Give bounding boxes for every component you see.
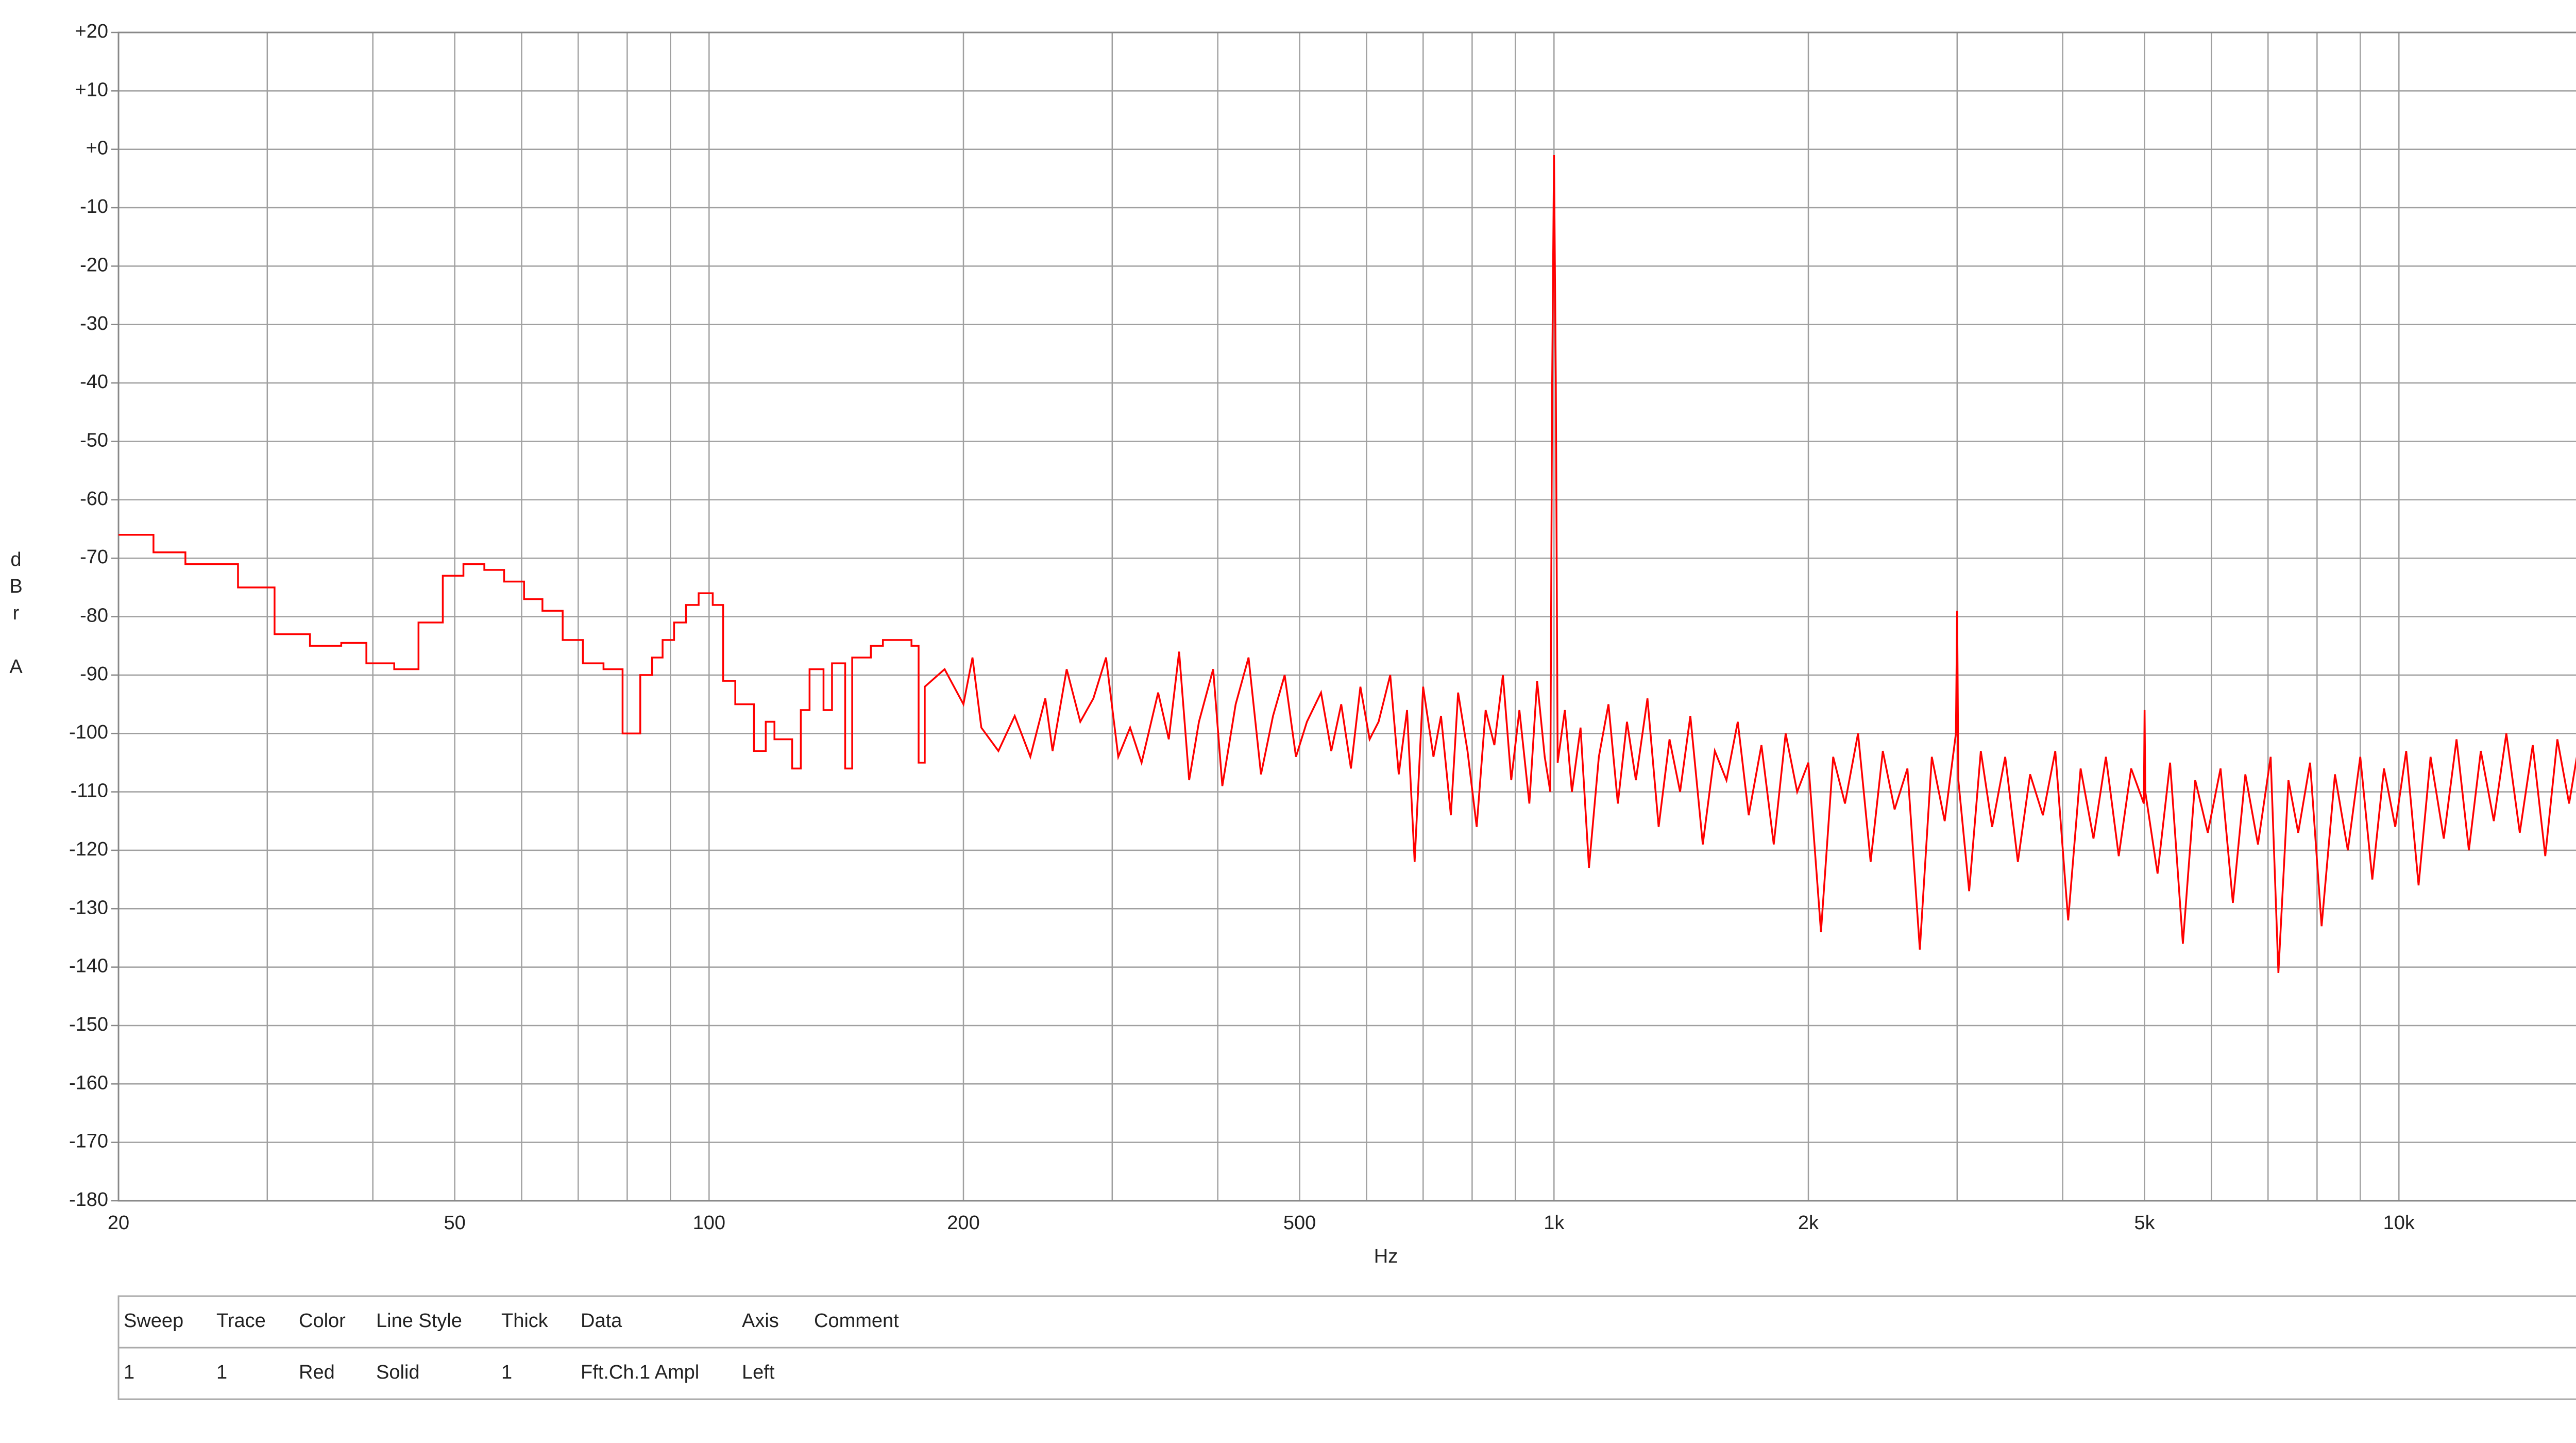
- plot-frame: [117, 31, 2576, 1202]
- trace: [118, 155, 2576, 974]
- legend-table-cell: 1: [216, 1362, 227, 1383]
- legend-table-cell: 1: [501, 1362, 512, 1383]
- y-tick-label: -50: [80, 429, 108, 451]
- legend-table-cell: Left: [742, 1362, 775, 1383]
- y-tick-label: -180: [69, 1189, 108, 1211]
- y-tick-label: -30: [80, 313, 108, 334]
- legend-table-header: Sweep: [124, 1310, 183, 1332]
- y-tick-label: -20: [80, 254, 108, 276]
- x-axis-label: Hz: [1374, 1246, 1398, 1267]
- legend-table-header: Color: [299, 1310, 346, 1332]
- legend-table-cell: Fft.Ch.1 Ampl: [581, 1362, 699, 1383]
- legend-table-cell: Red: [299, 1362, 335, 1383]
- legend-table-header: Thick: [501, 1310, 549, 1332]
- y-tick-label: +20: [75, 21, 108, 42]
- y-tick-label: -90: [80, 663, 108, 685]
- x-tick-label: 100: [693, 1212, 725, 1234]
- y-tick-label: -60: [80, 488, 108, 510]
- x-tick-label: 2k: [1798, 1212, 1819, 1234]
- y-tick-label: -140: [69, 955, 108, 977]
- y-axis-label: dBr A: [5, 549, 27, 683]
- x-tick-label: 500: [1283, 1212, 1316, 1234]
- y-tick-label: -40: [80, 371, 108, 393]
- y-tick-label: -70: [80, 546, 108, 568]
- y-tick-label: -170: [69, 1131, 108, 1152]
- x-tick-label: 200: [947, 1212, 979, 1234]
- legend-table-header: Trace: [216, 1310, 266, 1332]
- x-tick-label: 10k: [2383, 1212, 2415, 1234]
- y-tick-label: -130: [69, 897, 108, 918]
- x-tick-label: 50: [444, 1212, 465, 1234]
- legend-table-header: Comment: [814, 1310, 899, 1332]
- y-tick-label: -150: [69, 1014, 108, 1035]
- x-tick-label: 20: [108, 1212, 129, 1234]
- legend-table-header: Line Style: [376, 1310, 462, 1332]
- legend-table-header: Axis: [742, 1310, 779, 1332]
- y-tick-label: -110: [71, 780, 108, 802]
- y-tick-label: +10: [75, 79, 108, 100]
- y-tick-label: -120: [69, 838, 108, 860]
- y-tick-label: -100: [69, 722, 108, 743]
- legend-table-header: Data: [581, 1310, 622, 1332]
- legend-table-cell: Solid: [376, 1362, 420, 1383]
- y-tick-label: -80: [80, 605, 108, 627]
- legend-table-cell: 1: [124, 1362, 134, 1383]
- y-tick-label: +0: [86, 138, 108, 159]
- y-tick-label: -10: [80, 196, 108, 217]
- x-tick-label: 1k: [1544, 1212, 1565, 1234]
- y-tick-label: -160: [69, 1072, 108, 1094]
- x-tick-label: 5k: [2134, 1212, 2156, 1234]
